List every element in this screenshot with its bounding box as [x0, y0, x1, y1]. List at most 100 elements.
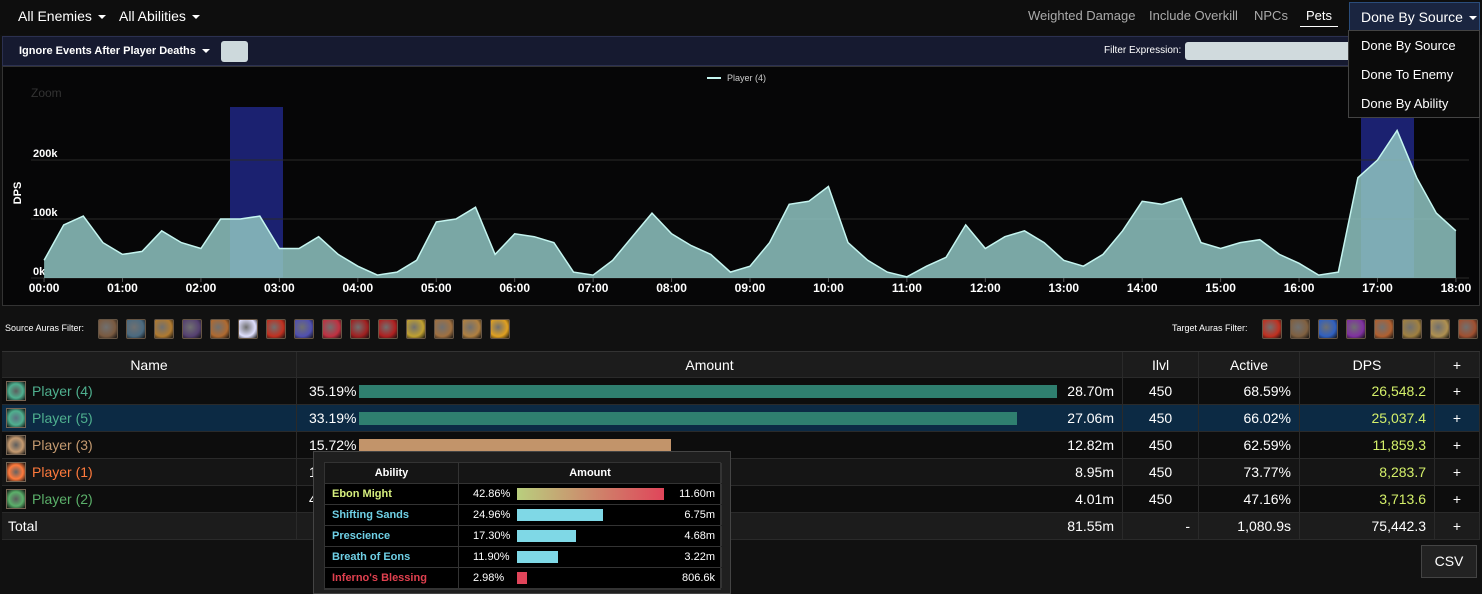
aura-icon[interactable]: [154, 319, 174, 339]
player-name[interactable]: Player (3): [32, 432, 93, 458]
deaths-toggle[interactable]: Ignore Events After Player Deaths: [19, 45, 210, 57]
column-header[interactable]: Amount: [297, 352, 1123, 378]
toggle[interactable]: Include Overkill: [1149, 8, 1238, 23]
dropdown-item[interactable]: Done To Enemy: [1361, 67, 1453, 82]
x-tick-label: 02:00: [186, 281, 217, 295]
aura-icon[interactable]: [378, 319, 398, 339]
toggle[interactable]: Weighted Damage: [1028, 8, 1135, 23]
amount: 4.01m: [1075, 486, 1114, 512]
aura-icon[interactable]: [294, 319, 314, 339]
player-name[interactable]: Player (1): [32, 459, 93, 485]
total-row: Total81.55m-1,080.9s75,442.3+: [2, 513, 1480, 540]
class-icon: [6, 408, 26, 428]
column-header[interactable]: Ilvl: [1123, 352, 1199, 378]
ability-bar: [517, 572, 527, 584]
expand[interactable]: +: [1435, 513, 1480, 539]
dropdown-item[interactable]: Done By Source: [1361, 38, 1456, 53]
dps: 3,713.6: [1300, 486, 1435, 512]
dropdown: Done By Source Done To Enemy Done By Abi…: [1348, 30, 1480, 118]
aura-icon[interactable]: [406, 319, 426, 339]
aura-icon[interactable]: [1262, 319, 1282, 339]
expand[interactable]: +: [1435, 486, 1480, 512]
percent: 33.19%: [309, 405, 356, 431]
aura-icon[interactable]: [350, 319, 370, 339]
player-name[interactable]: Player (2): [32, 486, 93, 512]
dps: 11,859.3: [1300, 432, 1435, 458]
x-tick-label: 09:00: [735, 281, 766, 295]
expand[interactable]: +: [1435, 405, 1480, 431]
ability-value: 6.75m: [684, 505, 715, 525]
aura-icon[interactable]: [322, 319, 342, 339]
column-header[interactable]: Name: [2, 352, 297, 378]
active: 47.16%: [1199, 486, 1300, 512]
amount-cell: 33.19% 27.06m: [297, 405, 1123, 431]
aura-icon[interactable]: [210, 319, 230, 339]
toggle-active[interactable]: Pets: [1300, 8, 1338, 27]
x-tick-label: 08:00: [656, 281, 687, 295]
aura-icon[interactable]: [1374, 319, 1394, 339]
aura-icon[interactable]: [490, 319, 510, 339]
expand[interactable]: +: [1435, 459, 1480, 485]
dropdown-item[interactable]: Done By Ability: [1361, 96, 1448, 111]
ability-percent: 2.98%: [473, 568, 504, 588]
aura-icon[interactable]: [182, 319, 202, 339]
player-name[interactable]: Player (4): [32, 378, 93, 404]
aura-icon[interactable]: [1346, 319, 1366, 339]
zoom-label[interactable]: Zoom: [31, 86, 62, 100]
tooltip-header: AbilityAmount: [325, 463, 720, 484]
ability-name: Shifting Sands: [325, 505, 459, 525]
ilvl: 450: [1123, 459, 1199, 485]
toggle[interactable]: NPCs: [1254, 8, 1288, 23]
x-tick-label: 15:00: [1205, 281, 1236, 295]
total-ilvl: -: [1123, 513, 1199, 539]
aura-icon[interactable]: [1402, 319, 1422, 339]
tooltip-row: Prescience17.30%4.68m: [325, 526, 720, 547]
ability-percent: 42.86%: [473, 484, 510, 504]
expand[interactable]: +: [1435, 432, 1480, 458]
total-label: Total: [2, 513, 297, 539]
csv-button[interactable]: CSV: [1421, 545, 1477, 578]
dps: 26,548.2: [1300, 378, 1435, 404]
aura-icon[interactable]: [98, 319, 118, 339]
ability-select[interactable]: All Abilities: [119, 8, 200, 24]
aura-icon[interactable]: [1430, 319, 1450, 339]
chart: Zoom DPS 0k100k200k00:0001:0002:0003:000…: [3, 67, 1479, 305]
aura-icon[interactable]: [238, 319, 258, 339]
aura-icon[interactable]: [462, 319, 482, 339]
enemy-select[interactable]: All Enemies: [18, 8, 106, 24]
aura-icon[interactable]: [434, 319, 454, 339]
aura-icon[interactable]: [1318, 319, 1338, 339]
aura-icon[interactable]: [126, 319, 146, 339]
tooltip-row: Shifting Sands 24.96% 6.75m: [325, 505, 720, 526]
x-tick-label: 17:00: [1362, 281, 1393, 295]
column-header[interactable]: +: [1435, 352, 1480, 378]
x-tick-label: 11:00: [892, 281, 922, 295]
x-tick-label: 05:00: [421, 281, 452, 295]
ability-value: 11.60m: [679, 484, 715, 504]
name-cell: Player (4): [2, 378, 297, 404]
filter-bar: Ignore Events After Player Deaths Filter…: [2, 36, 1480, 66]
mode-button[interactable]: Done By Source: [1349, 2, 1480, 32]
class-icon: [6, 435, 26, 455]
amount: 27.06m: [1067, 405, 1114, 431]
name-cell: Player (1): [2, 459, 297, 485]
ability-amount: 17.30%4.68m: [459, 526, 722, 546]
active: 68.59%: [1199, 378, 1300, 404]
table-row: Player (2)4.92%4.01m45047.16%3,713.6+: [2, 486, 1480, 513]
column-header[interactable]: Active: [1199, 352, 1300, 378]
ability-bar: [517, 509, 603, 521]
ilvl: 450: [1123, 486, 1199, 512]
class-icon: [6, 462, 26, 482]
toggle-box[interactable]: [221, 41, 248, 62]
aura-icon[interactable]: [266, 319, 286, 339]
player-name[interactable]: Player (5): [32, 405, 93, 431]
tooltip-column: Amount: [459, 463, 722, 483]
table-row: Player (3)15.72%12.82m45062.59%11,859.3+: [2, 432, 1480, 459]
expand[interactable]: +: [1435, 378, 1480, 404]
aura-icon[interactable]: [1290, 319, 1310, 339]
ability-value: 806.6k: [682, 568, 715, 588]
ability-percent: 24.96%: [473, 505, 510, 525]
column-header[interactable]: DPS: [1300, 352, 1435, 378]
aura-icon[interactable]: [1458, 319, 1478, 339]
